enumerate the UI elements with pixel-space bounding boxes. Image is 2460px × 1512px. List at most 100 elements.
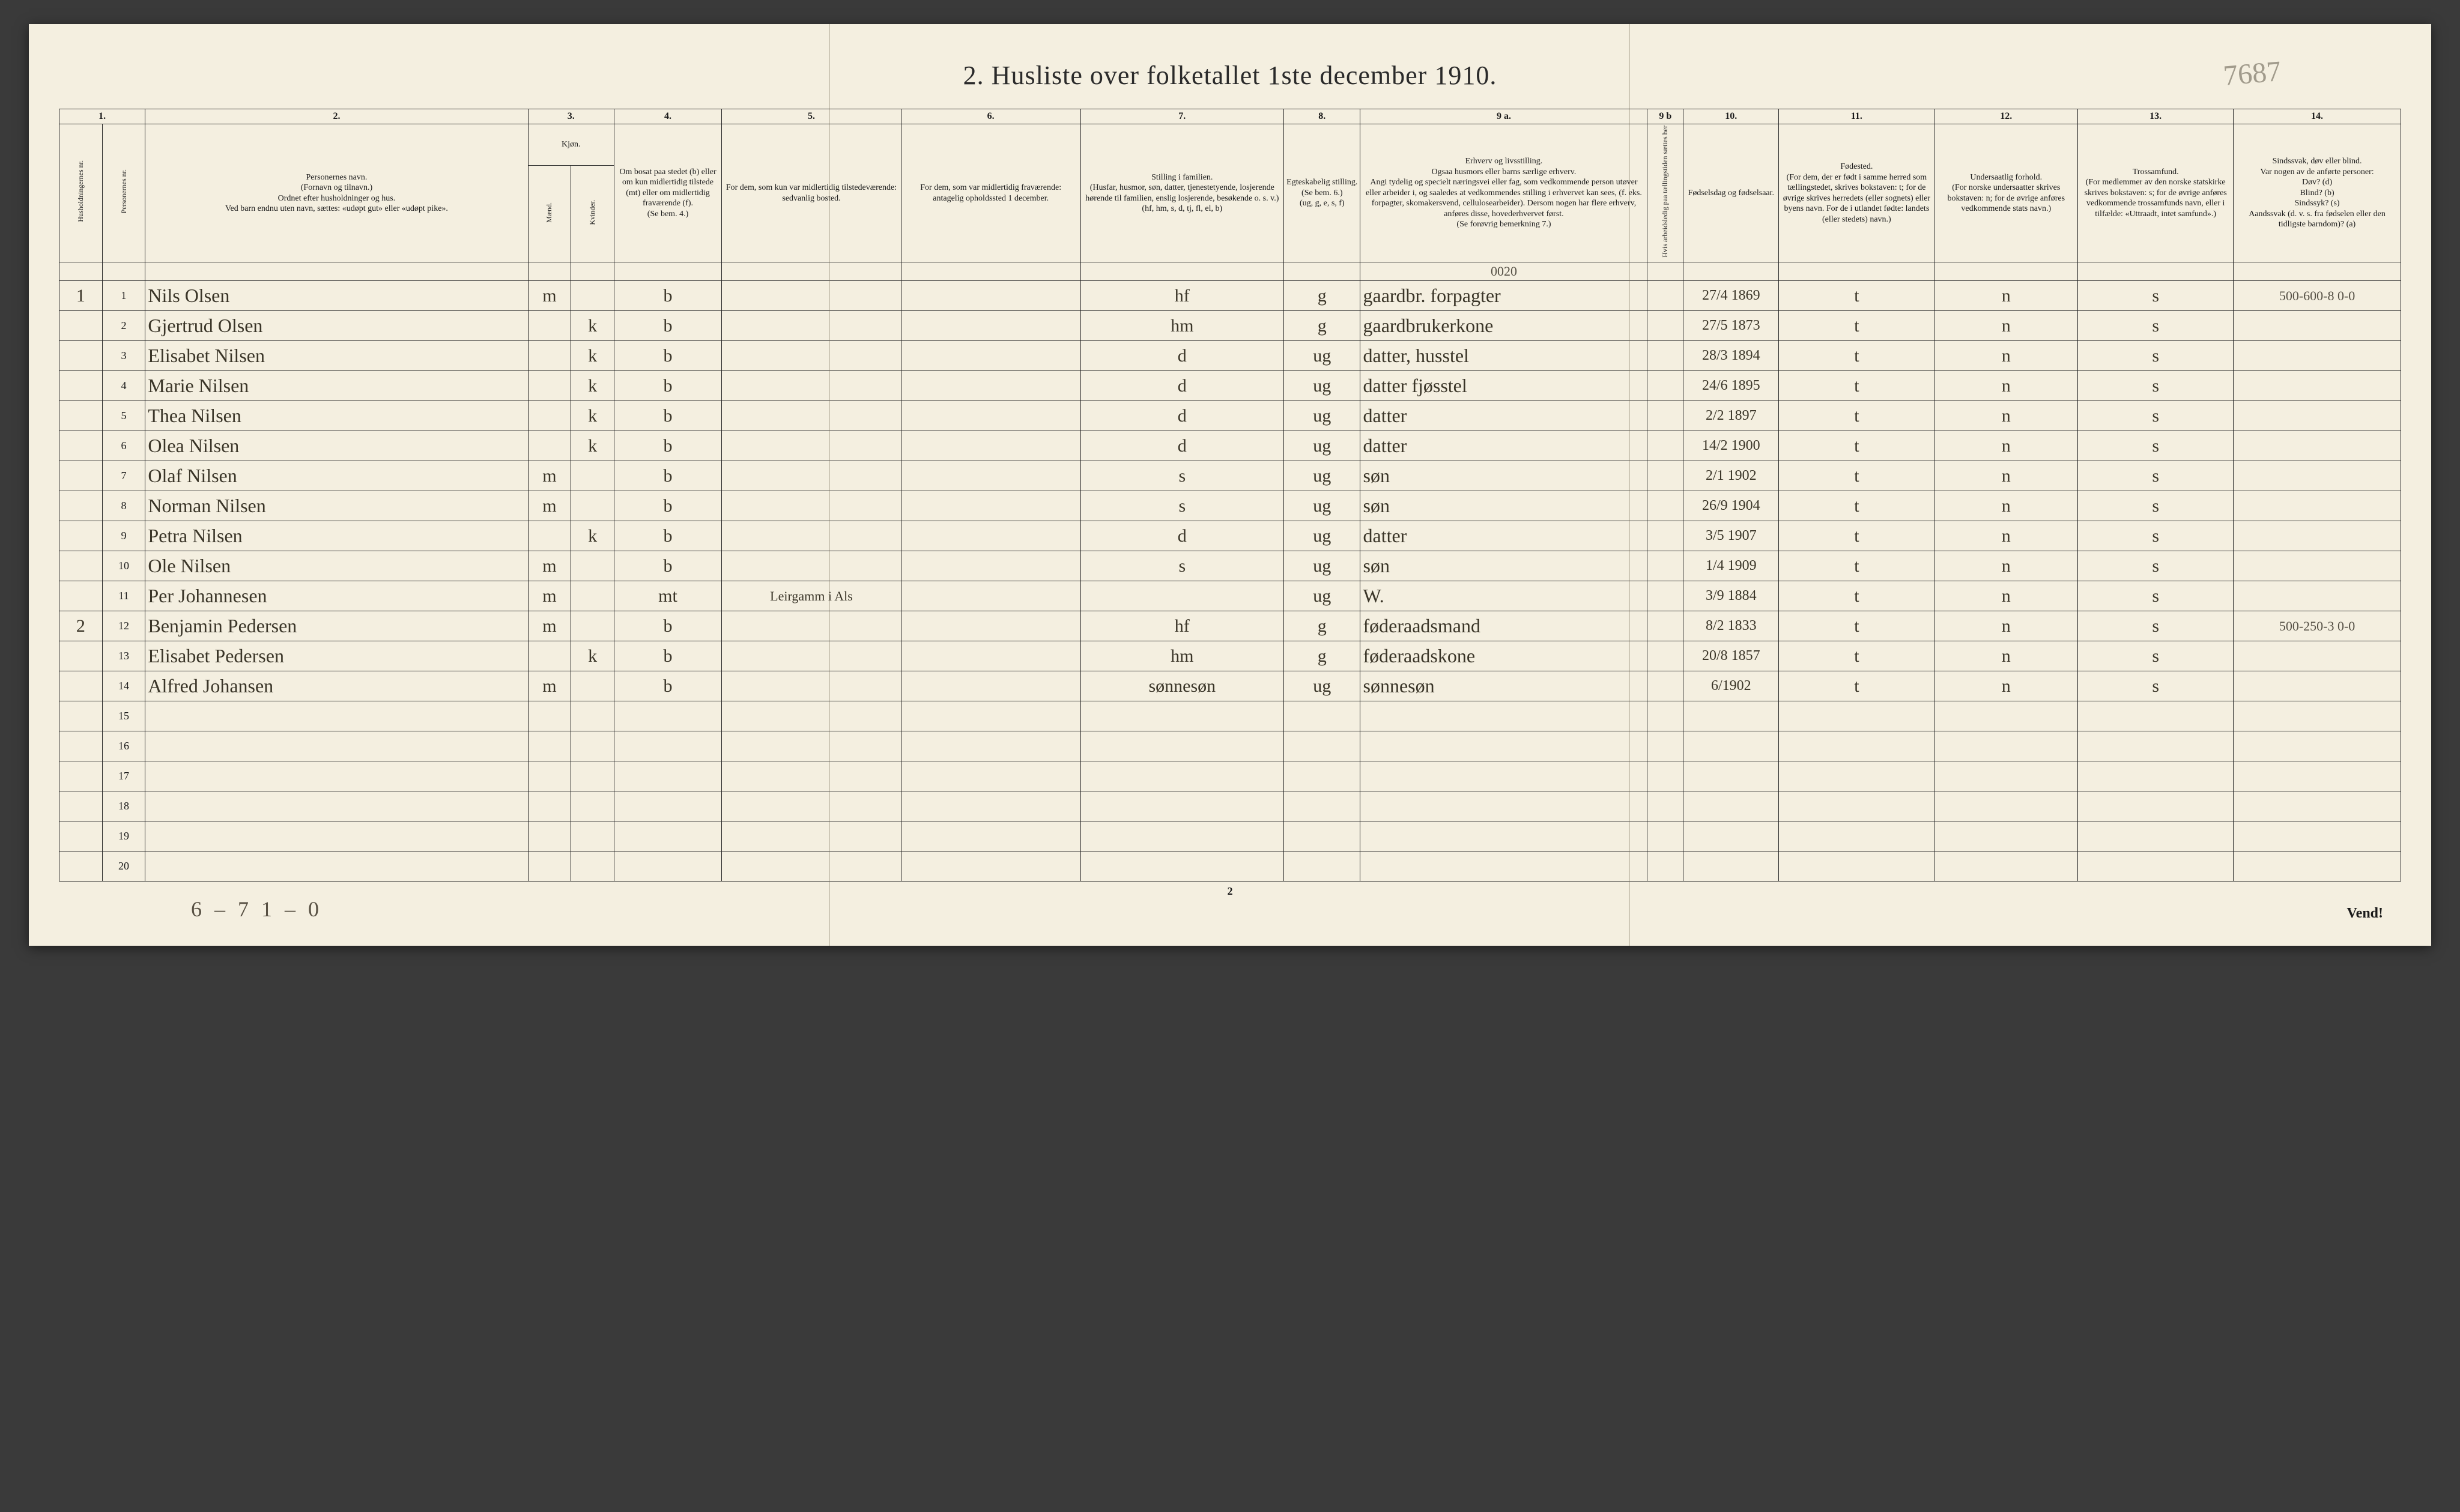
cell-empty <box>1284 731 1360 761</box>
colnum-12: 12. <box>1934 109 2078 124</box>
cell-empty <box>528 731 571 761</box>
hdr-occupation: Erhverv og livsstilling. Ogsaa husmors e… <box>1360 124 1647 262</box>
cell-birth: 14/2 1900 <box>1683 431 1779 461</box>
cell-empty <box>528 851 571 881</box>
cell-empty <box>528 791 571 821</box>
cell-empty <box>1284 851 1360 881</box>
cell-nationality: n <box>1934 641 2078 671</box>
table-row-empty: 15 <box>59 701 2401 731</box>
cell-name: Benjamin Pedersen <box>145 611 528 641</box>
cell-residence: b <box>614 521 721 551</box>
cell-disability <box>2234 431 2401 461</box>
hdr-temp-absent: For dem, som var midlertidig fraværende:… <box>901 124 1080 262</box>
cell-temp-present <box>722 551 901 581</box>
cell-empty <box>145 701 528 731</box>
cell-sex-m: m <box>528 611 571 641</box>
cell-empty <box>1360 821 1647 851</box>
cell-empty <box>1080 821 1284 851</box>
cell-name: Elisabet Nilsen <box>145 341 528 371</box>
cell-empty <box>1284 761 1360 791</box>
cell-empty <box>722 851 901 881</box>
colnum-14: 14. <box>2234 109 2401 124</box>
cell-sex-k <box>571 461 614 491</box>
table-row: 7Olaf Nilsenmbsugsøn2/1 1902tns <box>59 461 2401 491</box>
cell-empty <box>145 851 528 881</box>
hdr-religion: Trossamfund. (For medlemmer av den norsk… <box>2078 124 2234 262</box>
table-row: 8Norman Nilsenmbsugsøn26/9 1904tns <box>59 491 2401 521</box>
census-table: 1. 2. 3. 4. 5. 6. 7. 8. 9 a. 9 b 10. 11.… <box>59 109 2401 881</box>
cell-empty <box>722 761 901 791</box>
cell-birth: 8/2 1833 <box>1683 611 1779 641</box>
cell-occupation: gaardbr. forpagter <box>1360 281 1647 311</box>
table-row-empty: 20 <box>59 851 2401 881</box>
cell-unemployed <box>1647 431 1683 461</box>
cell-disability <box>2234 491 2401 521</box>
cell-temp-absent <box>901 581 1080 611</box>
cell-empty <box>2234 731 2401 761</box>
cell-religion: s <box>2078 371 2234 401</box>
page-title: 2. Husliste over folketallet 1ste decemb… <box>59 60 2401 91</box>
hdr-person-no: Personernes nr. <box>102 124 145 262</box>
cell-unemployed <box>1647 371 1683 401</box>
cell-empty <box>1080 701 1284 731</box>
cell-nationality: n <box>1934 491 2078 521</box>
cell-family-pos: s <box>1080 551 1284 581</box>
cell-residence: b <box>614 671 721 701</box>
cell-disability <box>2234 341 2401 371</box>
cell-disability: 500-250-3 0-0 <box>2234 611 2401 641</box>
cell-hh <box>59 521 103 551</box>
cell-name: Ole Nilsen <box>145 551 528 581</box>
hdr-male: Mænd. <box>528 166 571 262</box>
cell-sex-k <box>571 611 614 641</box>
cell-person-no: 1 <box>102 281 145 311</box>
cell-empty <box>145 761 528 791</box>
cell-disability <box>2234 521 2401 551</box>
colnum-4: 4. <box>614 109 721 124</box>
cell-family-pos: d <box>1080 431 1284 461</box>
colnum-8: 8. <box>1284 109 1360 124</box>
cell-unemployed <box>1647 401 1683 431</box>
cell-person-no: 19 <box>102 821 145 851</box>
cell-temp-present <box>722 611 901 641</box>
cell-sex-k: k <box>571 341 614 371</box>
cell-temp-absent <box>901 551 1080 581</box>
cell-hh <box>59 821 103 851</box>
cell-empty <box>901 701 1080 731</box>
cell-family-pos: d <box>1080 521 1284 551</box>
cell-temp-present <box>722 431 901 461</box>
page-number: 2 <box>59 885 2401 898</box>
cell-sex-k: k <box>571 401 614 431</box>
cell-birthplace: t <box>1779 431 1934 461</box>
cell-nationality: n <box>1934 401 2078 431</box>
cell-marital: ug <box>1284 401 1360 431</box>
cell-temp-absent <box>901 431 1080 461</box>
cell-birthplace: t <box>1779 371 1934 401</box>
cell-empty <box>2078 701 2234 731</box>
cell-religion: s <box>2078 611 2234 641</box>
cell-hh <box>59 551 103 581</box>
cell-marital: ug <box>1284 371 1360 401</box>
cell-person-no: 18 <box>102 791 145 821</box>
cell-birth: 20/8 1857 <box>1683 641 1779 671</box>
cell-empty <box>722 821 901 851</box>
cell-birthplace: t <box>1779 401 1934 431</box>
cell-family-pos: s <box>1080 461 1284 491</box>
cell-marital: g <box>1284 311 1360 341</box>
cell-marital: ug <box>1284 521 1360 551</box>
cell-empty <box>1683 761 1779 791</box>
cell-empty <box>1647 821 1683 851</box>
cell-hh <box>59 311 103 341</box>
cell-empty <box>722 701 901 731</box>
cell-empty <box>1934 701 2078 731</box>
cell-residence: b <box>614 611 721 641</box>
cell-religion: s <box>2078 341 2234 371</box>
cell-empty <box>1683 851 1779 881</box>
cell-marital: g <box>1284 281 1360 311</box>
cell-disability <box>2234 581 2401 611</box>
cell-empty <box>1080 761 1284 791</box>
cell-birth: 3/5 1907 <box>1683 521 1779 551</box>
cell-hh <box>59 731 103 761</box>
cell-person-no: 12 <box>102 611 145 641</box>
cell-family-pos: s <box>1080 491 1284 521</box>
cell-family-pos: d <box>1080 341 1284 371</box>
